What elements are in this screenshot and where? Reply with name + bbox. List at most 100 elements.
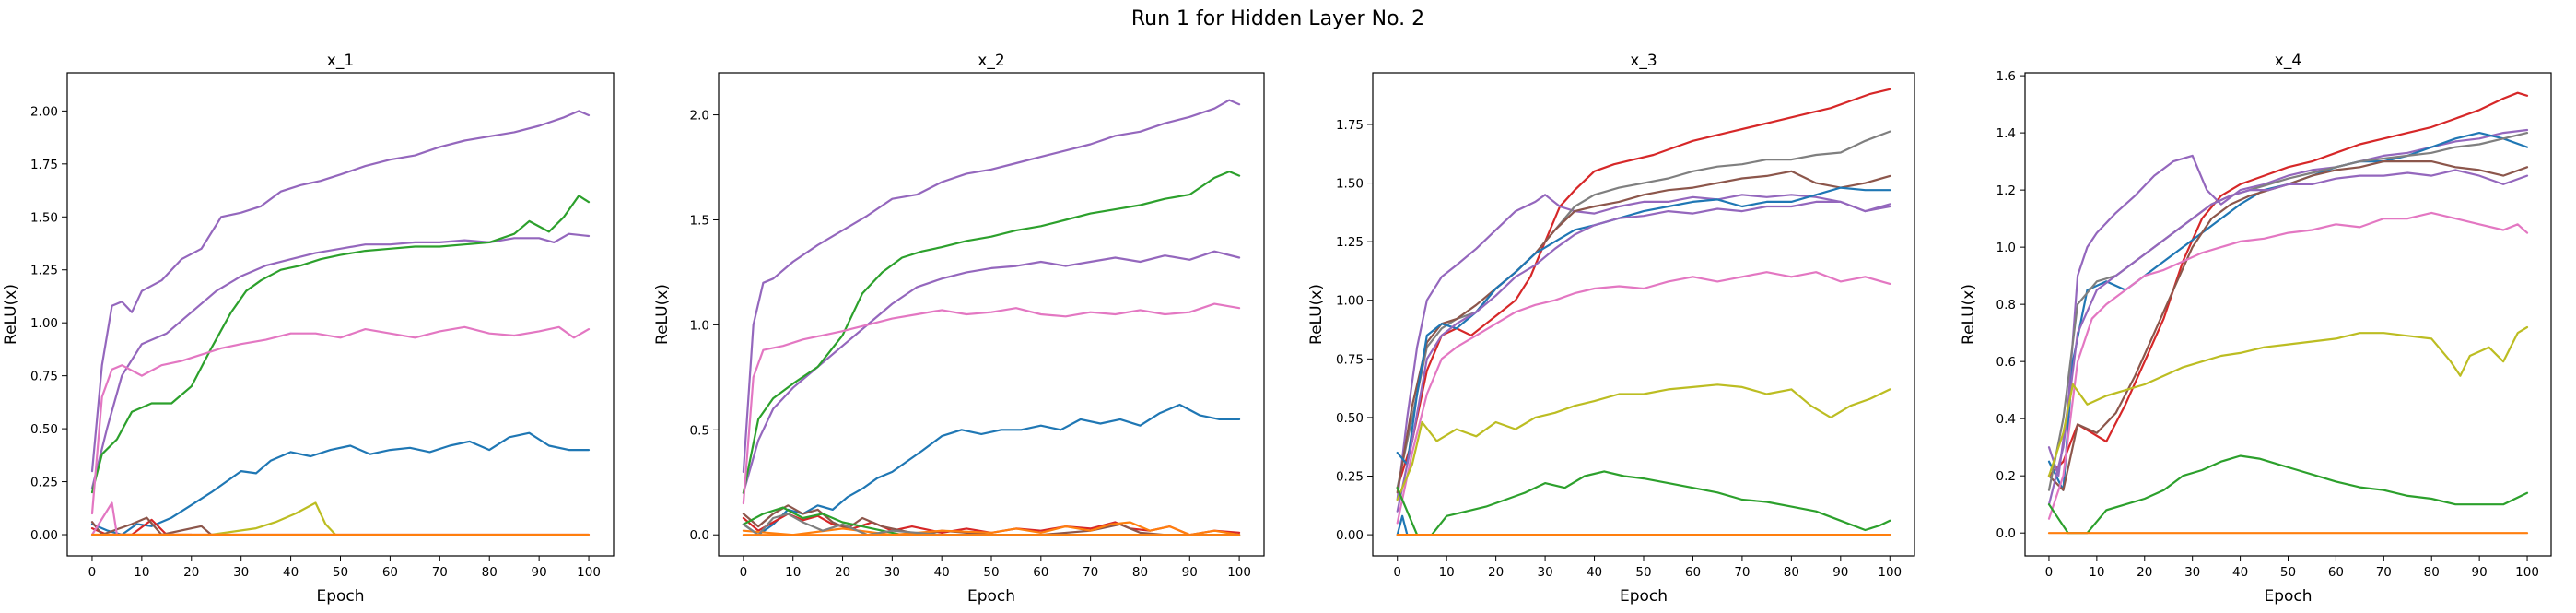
- x-tick-label: 80: [1784, 565, 1799, 580]
- series-line-2: [742, 250, 1241, 494]
- series-line-5: [2047, 132, 2529, 491]
- x-tick-label: 70: [1734, 565, 1750, 580]
- x-tick-label: 50: [333, 565, 348, 580]
- series-line-8: [1396, 383, 1891, 501]
- y-tick-label: 1.0: [690, 318, 709, 333]
- series-line-3: [742, 171, 1241, 494]
- series-line-4: [742, 302, 1241, 505]
- y-tick-label: 1.6: [1996, 69, 2016, 84]
- series-group: [90, 110, 591, 536]
- series-line-8: [742, 506, 1241, 536]
- x-tick-label: 90: [1182, 565, 1198, 580]
- series-line-10: [1396, 514, 1891, 536]
- x-axis-label: Epoch: [967, 587, 1015, 606]
- x-tick-label: 40: [2232, 565, 2248, 580]
- y-tick-label: 0.6: [1996, 355, 2016, 370]
- y-tick-label: 1.5: [690, 213, 709, 228]
- series-line-7: [2047, 211, 2529, 520]
- series-line-6: [210, 501, 337, 536]
- x-tick-label: 10: [134, 565, 149, 580]
- figure-suptitle: Run 1 for Hidden Layer No. 2: [1131, 7, 1424, 30]
- y-axis-label: ReLU(x): [1307, 284, 1326, 345]
- y-tick-label: 0.0: [690, 528, 709, 543]
- series-line-4: [2047, 160, 2529, 491]
- x-tick-label: 30: [1537, 565, 1552, 580]
- series-group: [1396, 88, 1891, 536]
- subplots: 0 10 20 30 40 50 60 70 80 90 1000.000.250.500.751.…: [2, 52, 2552, 606]
- x-tick-label: 30: [884, 565, 900, 580]
- series-line-4: [90, 325, 591, 515]
- x-tick-label: 100: [2515, 565, 2539, 580]
- series-line-2: [2047, 128, 2529, 477]
- y-tick-label: 0.0: [1996, 526, 2016, 541]
- x-tick-label: 0: [88, 565, 97, 580]
- y-tick-label: 1.25: [1336, 235, 1364, 250]
- x-tick-label: 20: [835, 565, 850, 580]
- x-tick-label: 90: [2472, 565, 2488, 580]
- x-tick-label: 70: [2376, 565, 2392, 580]
- x-tick-label: 0: [1393, 565, 1401, 580]
- subplot-title: x_4: [2275, 52, 2301, 70]
- x-tick-label: 50: [2280, 565, 2296, 580]
- x-tick-label: 20: [2137, 565, 2152, 580]
- subplot-title: x_2: [978, 52, 1004, 70]
- x-tick-label: 30: [233, 565, 249, 580]
- x-tick-label: 40: [283, 565, 299, 580]
- x-tick-label: 10: [1439, 565, 1455, 580]
- subplot-title: x_3: [1630, 52, 1657, 70]
- y-tick-label: 1.2: [1996, 183, 2016, 198]
- y-tick-label: 0.00: [30, 528, 58, 543]
- series-line-4: [1396, 170, 1891, 494]
- series-line-6: [2047, 169, 2529, 506]
- series-line-8: [2047, 325, 2529, 477]
- series-line-7: [742, 504, 1241, 536]
- y-tick-label: 2.0: [690, 109, 709, 124]
- y-tick-label: 1.0: [1996, 241, 2016, 255]
- x-tick-label: 0: [2045, 565, 2054, 580]
- y-tick-label: 0.25: [1336, 470, 1364, 485]
- series-line-1: [2047, 91, 2529, 477]
- y-tick-label: 0.75: [1336, 352, 1364, 367]
- y-tick-label: 0.00: [1336, 528, 1364, 543]
- x-tick-label: 50: [983, 565, 999, 580]
- x-tick-label: 100: [1227, 565, 1251, 580]
- series-line-3: [90, 195, 591, 494]
- series-line-7: [1396, 271, 1891, 525]
- series-line-1: [742, 99, 1241, 473]
- y-tick-label: 0.4: [1996, 412, 2016, 427]
- subplot-x_3: 0 10 20 30 40 50 60 70 80 90 100 0.00 0.25 0.50 0.75 1.…: [1307, 52, 1915, 606]
- y-tick-label: 0.50: [30, 422, 58, 437]
- x-tick-label: 80: [482, 565, 498, 580]
- y-tick-label: 0.8: [1996, 298, 2016, 312]
- x-axis-label: Epoch: [1620, 587, 1668, 606]
- subplot-x_1: 0 10 20 30 40 50 60 70 80 90 100 0.00 0.25 0.50 0.75 1.…: [2, 52, 615, 606]
- x-tick-label: 90: [1832, 565, 1848, 580]
- series-line-5: [90, 431, 591, 536]
- axes-frame: [66, 72, 615, 557]
- x-tick-label: 30: [2184, 565, 2200, 580]
- x-tick-label: 10: [2089, 565, 2104, 580]
- series-line-1: [1396, 88, 1891, 489]
- y-tick-label: 0.5: [690, 423, 709, 438]
- x-axis-label: Epoch: [2264, 587, 2312, 606]
- x-tick-label: 80: [2424, 565, 2440, 580]
- x-tick-label: 60: [382, 565, 398, 580]
- y-axis-label: ReLU(x): [1960, 284, 1978, 345]
- subplot-title: x_1: [327, 52, 354, 70]
- x-tick-label: 40: [1587, 565, 1602, 580]
- axes-frame: [718, 72, 1265, 557]
- x-tick-label: 40: [934, 565, 950, 580]
- axes-frame: [1372, 72, 1915, 557]
- series-line-5: [742, 403, 1241, 536]
- series-line-10: [742, 513, 1241, 536]
- series-line-3: [2047, 132, 2529, 491]
- y-axis-label: ReLU(x): [653, 284, 672, 345]
- y-tick-label: 0.50: [1336, 411, 1364, 426]
- x-tick-label: 50: [1635, 565, 1651, 580]
- x-tick-label: 60: [2328, 565, 2344, 580]
- x-tick-label: 20: [1488, 565, 1504, 580]
- y-tick-label: 0.75: [30, 370, 58, 384]
- x-tick-label: 80: [1132, 565, 1148, 580]
- y-tick-label: 1.75: [1336, 118, 1364, 133]
